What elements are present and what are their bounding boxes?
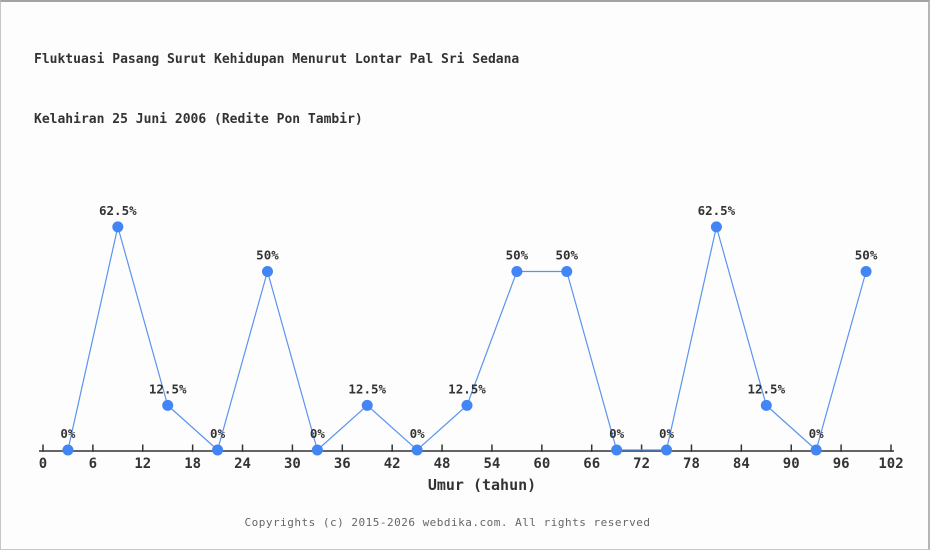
- data-point-label: 12.5%: [348, 381, 386, 396]
- data-point-label: 62.5%: [698, 203, 736, 218]
- data-point: [860, 266, 872, 277]
- chart-title-line2: Kelahiran 25 Juni 2006 (Redite Pon Tambi…: [34, 112, 363, 127]
- x-axis-tick-label: 60: [533, 456, 550, 472]
- data-point-label: 50%: [256, 248, 279, 263]
- data-point: [162, 399, 174, 411]
- copyright-text: Copyrights (c) 2015-2026 webdika.com. Al…: [244, 516, 651, 529]
- chart-title: Fluktuasi Pasang Surut Kehidupan Menurut…: [34, 10, 519, 170]
- x-axis-tick-label: 48: [434, 456, 451, 472]
- data-point: [710, 221, 722, 233]
- data-point-label: 12.5%: [149, 381, 187, 396]
- data-point: [810, 444, 822, 456]
- data-point-label: 0%: [809, 426, 825, 441]
- x-axis-label: Umur (tahun): [428, 476, 536, 494]
- data-point: [411, 444, 423, 456]
- data-point: [361, 399, 373, 411]
- data-point-label: 50%: [855, 248, 878, 263]
- data-point: [611, 444, 623, 456]
- data-point: [261, 266, 273, 277]
- data-point: [112, 221, 124, 233]
- x-axis-tick-label: 84: [733, 456, 750, 472]
- data-point: [62, 444, 74, 456]
- chart-title-line1: Fluktuasi Pasang Surut Kehidupan Menurut…: [34, 52, 520, 67]
- x-axis-tick-label: 54: [484, 456, 501, 472]
- data-point-label: 12.5%: [747, 381, 785, 396]
- x-axis-tick-label: 12: [134, 456, 151, 472]
- x-axis-tick-label: 18: [184, 456, 201, 472]
- data-point: [760, 399, 772, 411]
- data-point: [311, 444, 323, 456]
- data-point-label: 0%: [310, 426, 326, 441]
- data-point-label: 50%: [555, 248, 578, 263]
- data-point-label: 12.5%: [448, 381, 486, 396]
- data-point-label: 62.5%: [99, 203, 137, 218]
- data-point: [212, 444, 224, 456]
- data-point-label: 50%: [506, 248, 529, 263]
- data-point-label: 0%: [210, 426, 226, 441]
- x-axis-tick-label: 36: [334, 456, 351, 472]
- data-point-label: 0%: [659, 426, 675, 441]
- x-axis-tick-label: 78: [683, 456, 700, 472]
- x-axis-tick-label: 90: [783, 456, 800, 472]
- data-point-label: 0%: [410, 426, 426, 441]
- series-line: [67, 226, 867, 452]
- x-axis-tick-label: 0: [39, 456, 47, 472]
- x-axis-tick-label: 96: [833, 456, 850, 472]
- data-point-label: 0%: [609, 426, 625, 441]
- data-point: [561, 266, 573, 277]
- x-axis-tick-label: 72: [633, 456, 650, 472]
- x-axis-tick-label: 42: [384, 456, 401, 472]
- data-point: [661, 444, 673, 456]
- data-point-label: 0%: [60, 426, 76, 441]
- x-axis-tick-label: 102: [878, 456, 903, 472]
- data-point: [511, 266, 523, 277]
- x-axis-tick-label: 66: [583, 456, 600, 472]
- x-axis-tick-label: 6: [89, 456, 97, 472]
- x-axis-tick-label: 30: [284, 456, 301, 472]
- x-axis-tick-label: 24: [234, 456, 251, 472]
- data-point: [461, 399, 473, 411]
